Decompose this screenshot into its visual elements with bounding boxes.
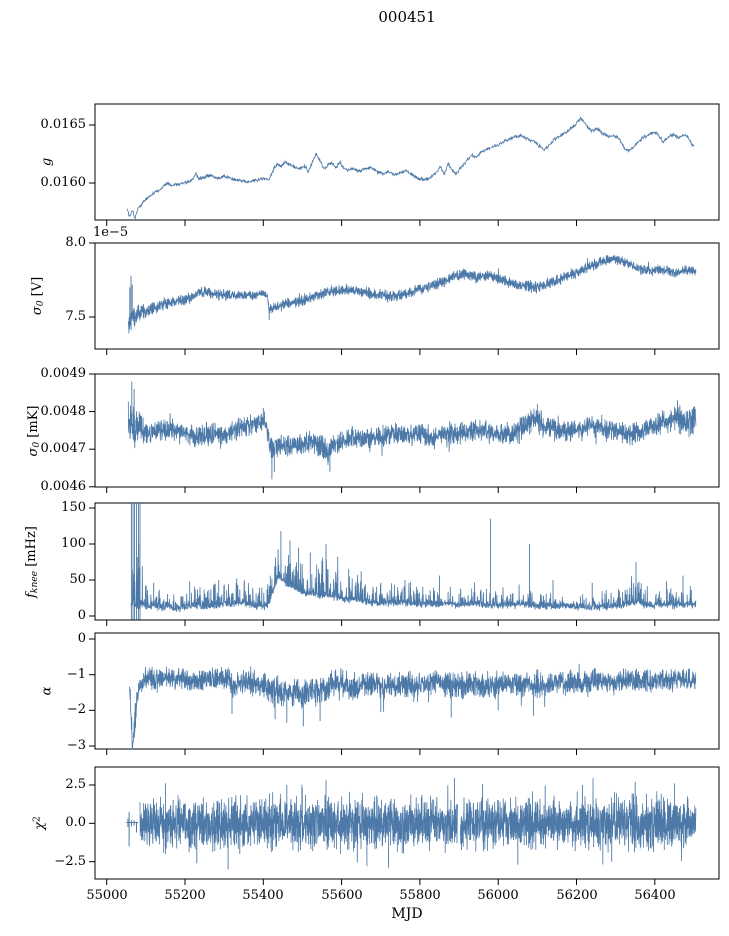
y-tick-label: −2.5 <box>54 854 86 869</box>
panel-alpha <box>89 632 720 755</box>
y-axis-title-sigma0_mK: σ0 [mK] <box>25 405 43 457</box>
panel-frame <box>94 373 720 488</box>
series-fknee <box>130 542 697 613</box>
y-axis-offset-text: 1e−5 <box>93 225 129 240</box>
series-chi2 <box>460 778 697 865</box>
y-tick-label: 0.0049 <box>40 366 87 381</box>
panel-frame <box>94 502 720 621</box>
x-tick-label: 55400 <box>242 888 284 903</box>
y-tick-label: 0 <box>77 608 86 623</box>
series-sigma0_mK <box>127 401 697 466</box>
y-axis-title-chi2: χ2 <box>32 816 48 830</box>
panel-g <box>89 103 720 226</box>
y-tick-label: 2.5 <box>65 777 86 792</box>
panel-frame <box>94 242 720 350</box>
panel-frame <box>94 632 720 750</box>
y-tick-label: 150 <box>61 500 86 515</box>
x-tick-label: 55600 <box>321 888 363 903</box>
x-axis-title: MJD <box>391 906 423 922</box>
figure-title: 000451 <box>378 8 436 26</box>
y-axis-title-g: g <box>39 157 55 167</box>
series-chi2 <box>139 784 458 867</box>
y-tick-label: 0.0048 <box>40 404 87 419</box>
y-tick-label: 7.5 <box>65 309 86 324</box>
y-tick-label: 0.0046 <box>40 479 87 494</box>
panel-sigma0_mK <box>89 373 720 493</box>
panel-sigma0_V <box>89 242 720 355</box>
series-sigma0_V <box>127 255 697 334</box>
panel-frame <box>94 103 720 221</box>
y-axis-title-sigma0_V: σ0 [V] <box>29 276 47 316</box>
y-tick-label: 8.0 <box>65 235 86 250</box>
y-axis-title-fknee: fknee [mHz] <box>23 526 41 598</box>
y-tick-label: −3 <box>66 738 86 753</box>
y-tick-label: 100 <box>61 536 86 551</box>
series-g <box>126 116 695 220</box>
x-tick-label: 55200 <box>164 888 206 903</box>
x-tick-label: 56000 <box>477 888 519 903</box>
y-tick-label: 0.0047 <box>40 441 87 456</box>
y-tick-label: 0.0160 <box>40 175 87 190</box>
y-tick-label: 0 <box>77 631 86 646</box>
x-tick-label: 56400 <box>634 888 676 903</box>
y-axis-title-alpha: α <box>39 686 55 696</box>
x-tick-label: 55800 <box>399 888 441 903</box>
y-tick-label: 0.0165 <box>40 117 87 132</box>
panel-chi2 <box>89 766 720 885</box>
y-tick-label: 0.0 <box>65 815 86 830</box>
y-tick-label: 50 <box>69 572 86 587</box>
series-alpha <box>129 663 697 750</box>
x-tick-label: 56200 <box>556 888 598 903</box>
x-tick-label: 55000 <box>86 888 128 903</box>
y-tick-label: −1 <box>66 667 86 682</box>
panel-fknee <box>89 502 720 626</box>
y-tick-label: −2 <box>66 702 86 717</box>
